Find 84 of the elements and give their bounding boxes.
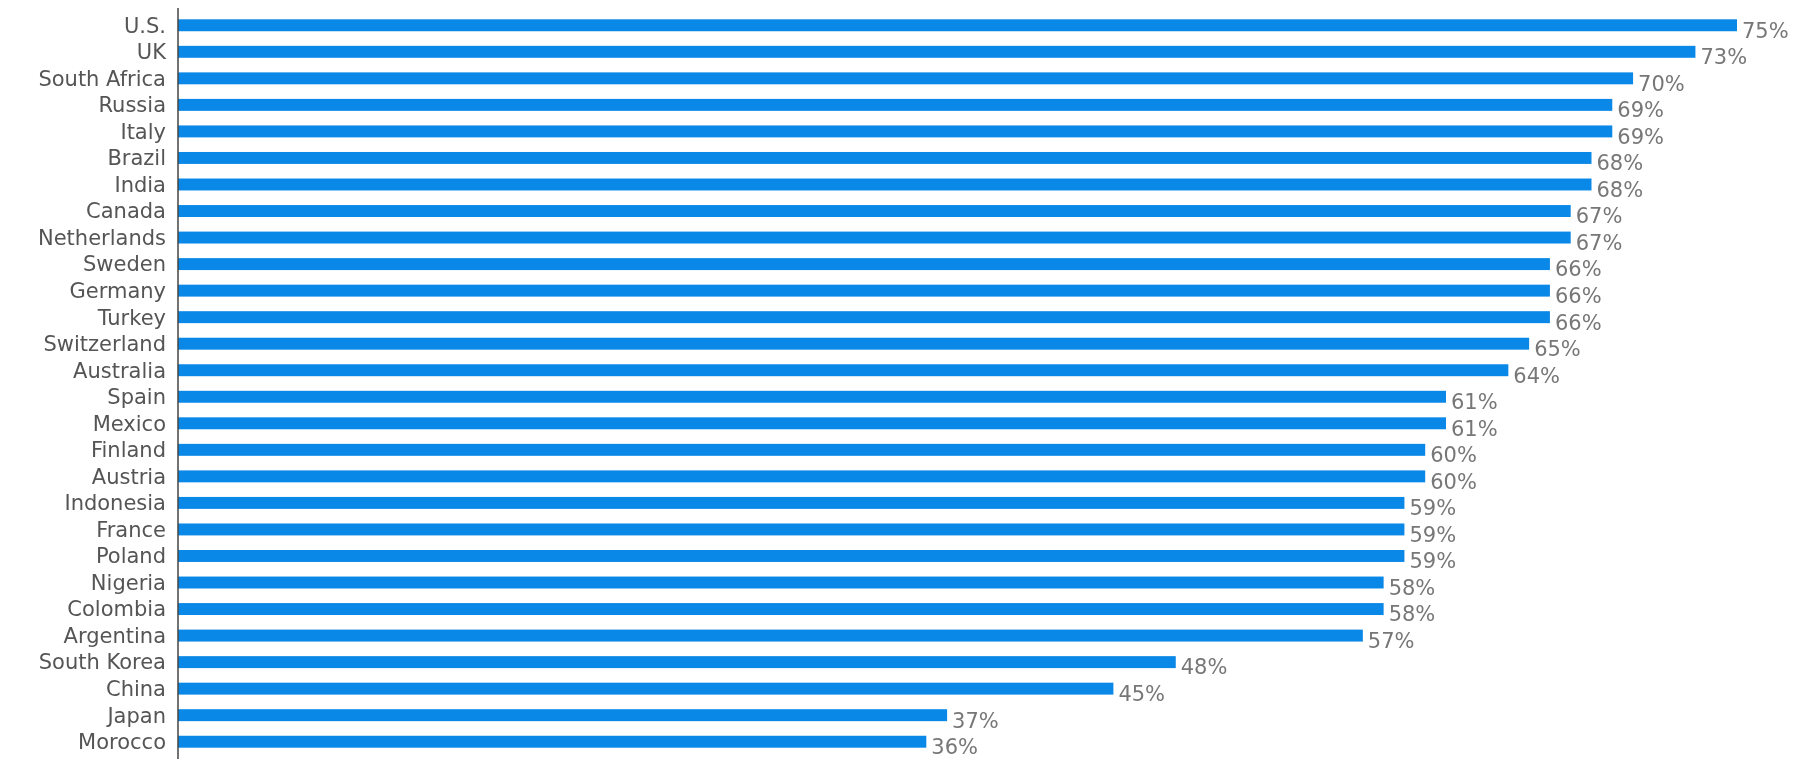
y-tick-label: Australia <box>73 358 166 383</box>
bar <box>178 205 1571 217</box>
data-label: 60% <box>1430 443 1477 468</box>
y-tick-label: Japan <box>105 703 166 728</box>
data-label: 75% <box>1742 18 1789 43</box>
y-tick-label: Nigeria <box>90 570 166 595</box>
bar <box>178 178 1592 191</box>
bar <box>178 629 1363 642</box>
data-label: 67% <box>1575 230 1623 255</box>
data-label: 59% <box>1409 549 1457 574</box>
data-label: 37% <box>952 708 999 733</box>
y-tick-label: Switzerland <box>43 332 166 357</box>
y-tick-label: Spain <box>107 385 166 410</box>
y-tick-label: Poland <box>95 544 166 569</box>
y-tick-label: Morocco <box>78 730 166 755</box>
bar <box>178 72 1634 85</box>
data-label: 61% <box>1450 390 1498 415</box>
y-tick-label: Austria <box>91 464 166 489</box>
data-label: 48% <box>1180 655 1228 680</box>
data-label: 68% <box>1596 151 1644 176</box>
bar <box>178 390 1446 403</box>
y-tick-label: Russia <box>98 93 166 118</box>
bar <box>178 231 1571 244</box>
y-tick-label: Sweden <box>83 252 166 277</box>
data-label: 68% <box>1596 177 1644 202</box>
data-label: 61% <box>1450 416 1498 441</box>
y-tick-label: Brazil <box>107 146 166 171</box>
y-tick-label: France <box>96 517 166 542</box>
bar <box>178 98 1613 111</box>
y-tick-label: Italy <box>120 119 166 144</box>
y-tick-label: Argentina <box>63 623 166 648</box>
bar <box>178 45 1696 58</box>
data-label: 36% <box>931 735 979 760</box>
data-label: 69% <box>1617 124 1664 149</box>
bar <box>178 258 1550 271</box>
data-label: 59% <box>1409 496 1457 521</box>
bar <box>178 311 1550 324</box>
y-tick-label: India <box>114 172 166 197</box>
bar <box>178 550 1405 562</box>
bar <box>178 417 1446 430</box>
data-label: 58% <box>1388 602 1436 627</box>
y-tick-label: U.S. <box>123 13 166 38</box>
y-tick-label: Turkey <box>96 305 166 330</box>
bar <box>178 470 1426 483</box>
bar <box>178 151 1592 164</box>
bar <box>178 19 1737 32</box>
data-label: 60% <box>1430 469 1477 494</box>
bar <box>178 125 1613 138</box>
data-label: 65% <box>1534 337 1581 362</box>
y-tick-label: Canada <box>86 199 166 224</box>
y-tick-label: UK <box>136 40 168 65</box>
data-label: 66% <box>1554 310 1602 335</box>
y-tick-label: China <box>106 677 166 701</box>
bar <box>178 496 1405 509</box>
bar <box>178 523 1405 536</box>
y-tick-label: Mexico <box>92 411 166 436</box>
bar <box>178 576 1384 589</box>
data-label: 70% <box>1638 71 1685 96</box>
y-tick-label: Colombia <box>67 597 166 622</box>
y-tick-label: Finland <box>90 438 166 463</box>
data-label: 66% <box>1554 257 1602 282</box>
data-label: 45% <box>1118 682 1166 706</box>
y-tick-label: Indonesia <box>64 491 166 516</box>
bar <box>178 443 1426 456</box>
data-label: 69% <box>1617 98 1664 123</box>
data-label: 59% <box>1409 522 1457 547</box>
bar <box>178 656 1176 669</box>
data-label: 57% <box>1367 628 1415 653</box>
data-label: 66% <box>1554 283 1602 308</box>
bar <box>178 709 948 722</box>
data-label: 58% <box>1388 575 1436 600</box>
y-tick-label: South Korea <box>38 650 166 675</box>
bar <box>178 603 1384 616</box>
bar <box>178 284 1550 297</box>
data-label: 67% <box>1575 204 1623 229</box>
data-label: 64% <box>1513 363 1561 388</box>
bar <box>178 337 1530 350</box>
bar <box>178 364 1509 377</box>
y-tick-label: South Africa <box>38 66 166 91</box>
bar <box>178 682 1114 695</box>
y-tick-label: Netherlands <box>37 225 166 250</box>
data-label: 73% <box>1700 45 1748 70</box>
bar <box>178 735 927 748</box>
y-tick-label: Germany <box>69 278 166 303</box>
